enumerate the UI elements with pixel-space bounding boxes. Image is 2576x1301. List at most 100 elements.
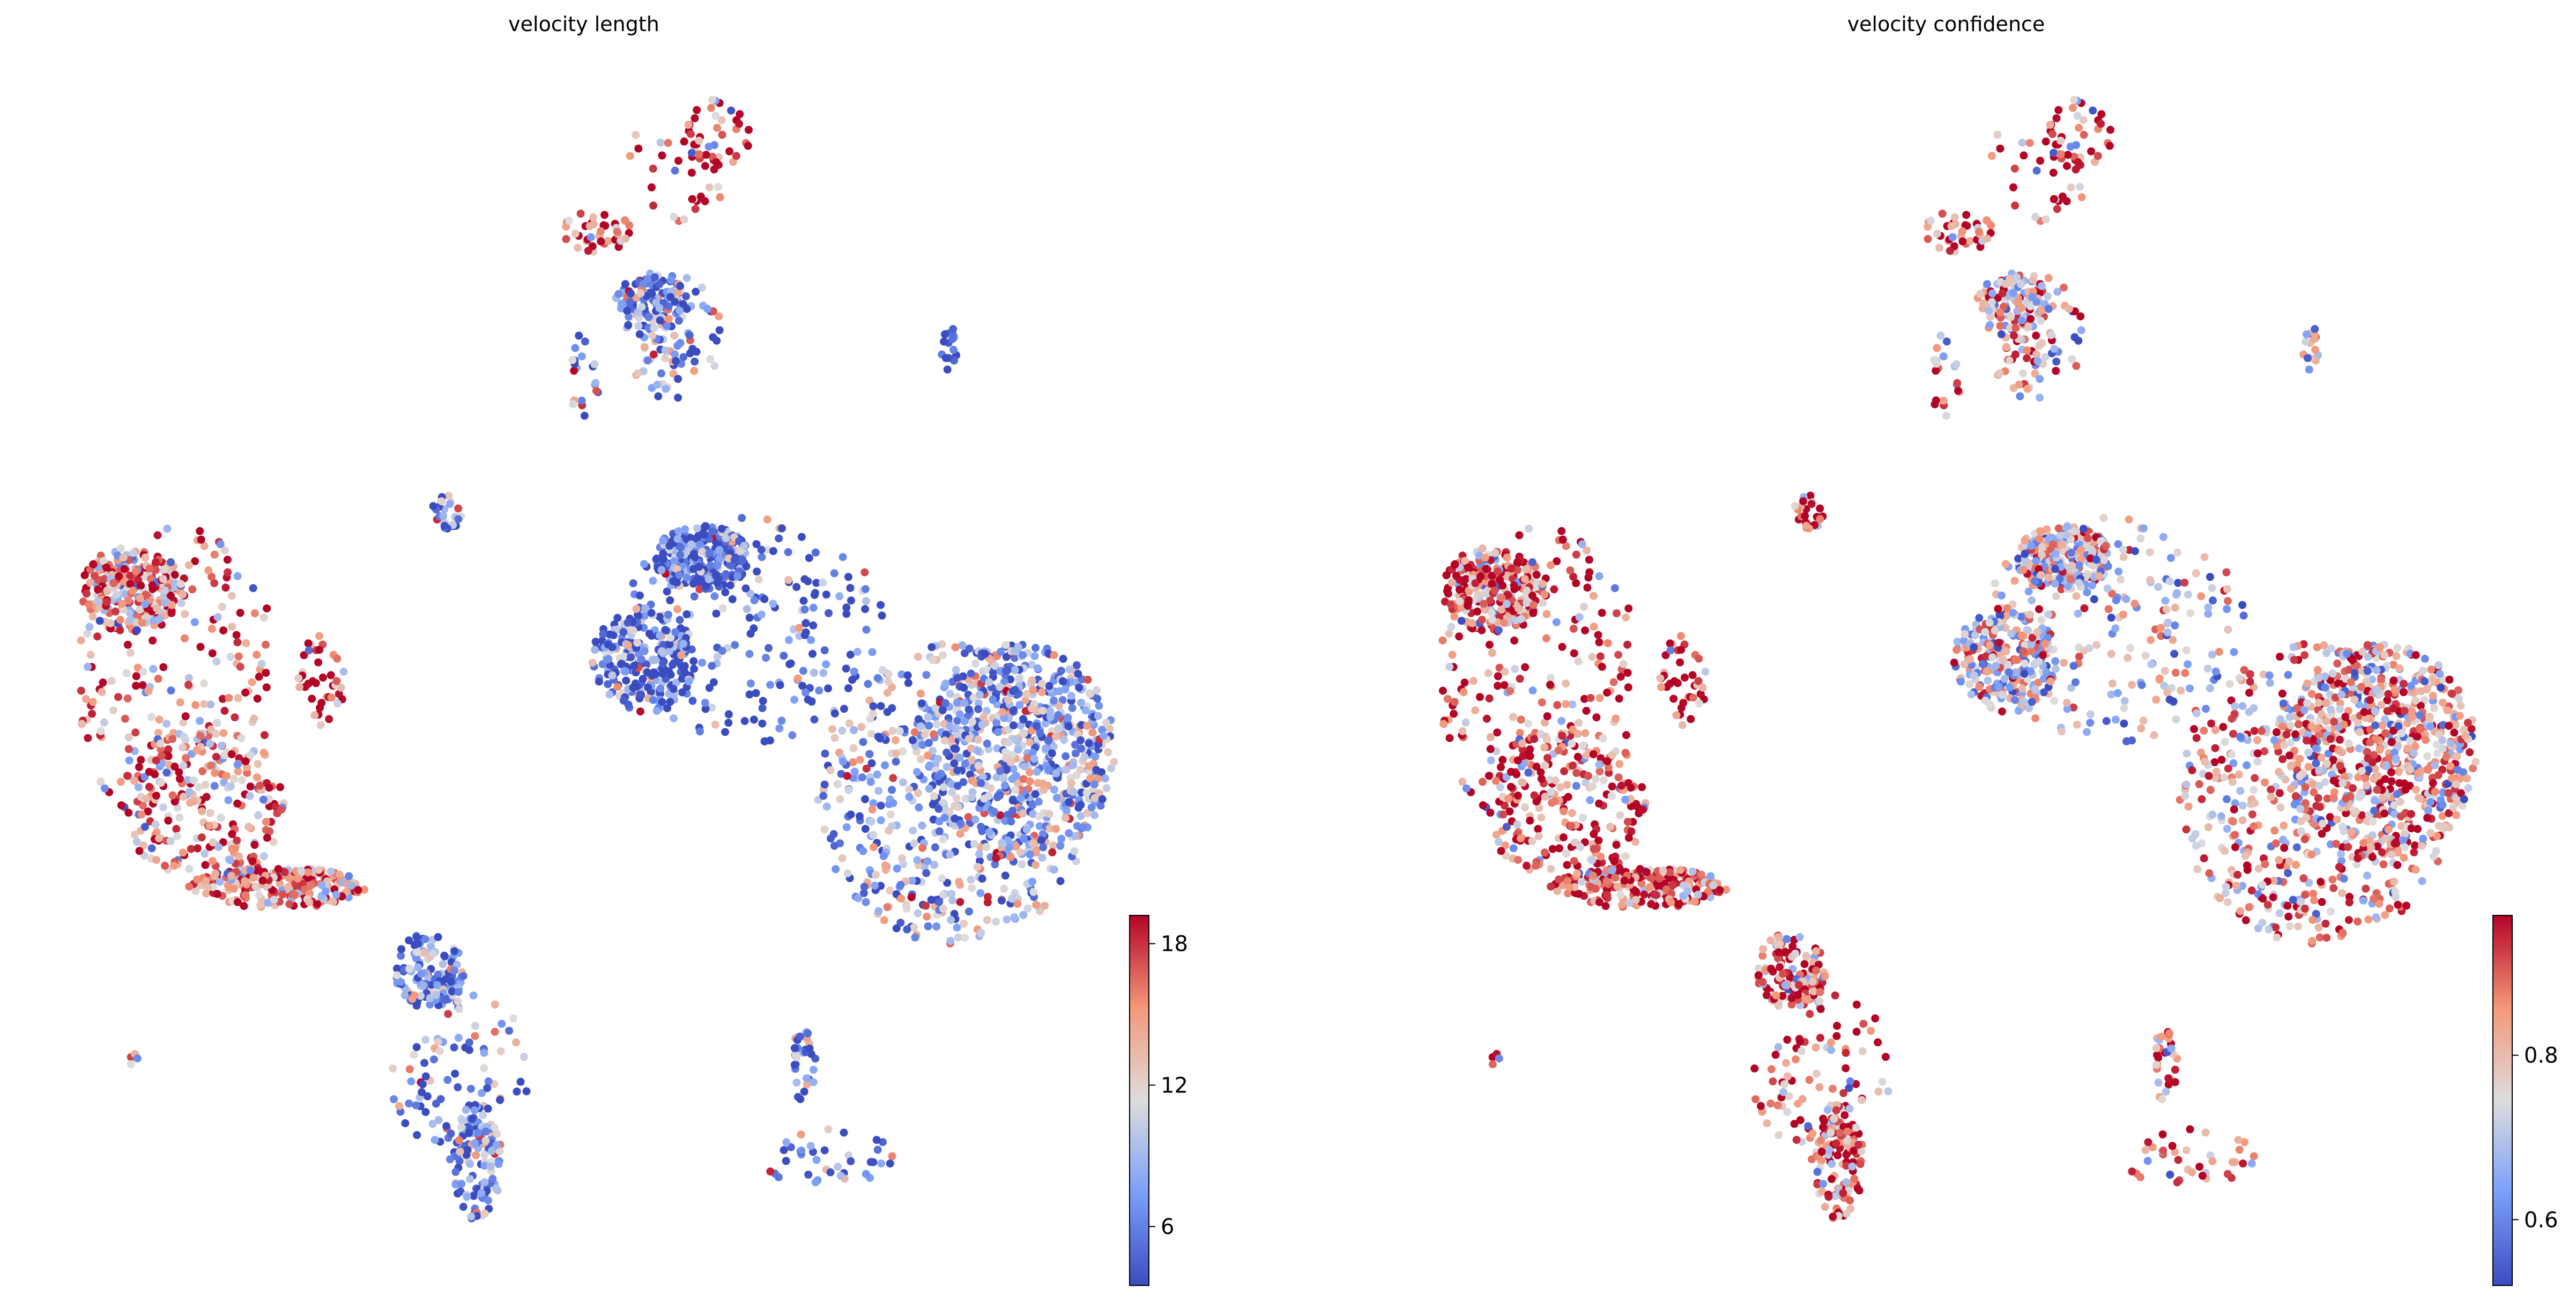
scatter-point [1606,823,1615,831]
scatter-point [1439,720,1448,728]
scatter-point [907,893,916,901]
scatter-point [1962,211,1971,219]
scatter-point [1987,298,1996,306]
scatter-point [629,626,637,635]
scatter-point [706,561,715,570]
scatter-point [623,307,632,315]
scatter-point [241,689,250,697]
scatter-point [88,698,97,706]
scatter-point [707,104,715,112]
scatter-point [888,786,896,794]
scatter-point [835,592,844,601]
scatter-point [195,783,203,792]
scatter-point [1061,752,1070,760]
scatter-point [830,841,838,850]
velocity-confidence-points [1438,95,2480,1223]
scatter-point [419,981,428,989]
scatter-point [1034,664,1042,672]
scatter-point [2017,280,2025,289]
scatter-point [253,694,262,703]
scatter-point [1030,652,1039,660]
scatter-point [862,597,870,605]
scatter-point [264,898,272,907]
scatter-point [673,657,681,666]
scatter-point [1513,792,1522,800]
scatter-point [1939,396,1948,405]
scatter-point [1578,814,1587,822]
scatter-point [715,555,724,563]
scatter-point [418,1080,427,1089]
scatter-point [1057,834,1066,843]
scatter-point [1679,699,1688,707]
scatter-point [632,604,641,613]
scatter-point [1524,720,1533,728]
scatter-point [1069,788,1078,796]
scatter-point [864,679,872,688]
scatter-point [236,663,244,671]
scatter-point [1585,556,1593,564]
scatter-point [634,322,643,330]
scatter-point [180,634,189,642]
scatter-point [2044,273,2053,282]
scatter-point [1056,841,1065,850]
scatter-point [571,344,580,352]
scatter-point [1570,649,1578,657]
scatter-point [181,610,189,618]
scatter-point [477,1189,486,1197]
scatter-point [170,583,179,592]
scatter-point [746,679,755,688]
scatter-point [790,1061,799,1069]
scatter-point [519,1053,528,1061]
scatter-point [874,907,883,915]
scatter-point [960,919,968,928]
scatter-point [1528,686,1537,695]
scatter-point [219,626,228,635]
scatter-point [314,866,323,874]
scatter-point [154,729,162,737]
scatter-point [663,322,671,330]
scatter-point [1517,615,1525,623]
scatter-point [1933,230,1941,238]
scatter-point [679,639,688,648]
scatter-point [682,305,691,313]
scatter-point [1580,602,1588,611]
scatter-point [354,886,362,894]
scatter-point [256,901,265,909]
scatter-point [196,731,205,740]
scatter-point [1095,701,1103,710]
scatter-point [258,876,267,885]
scatter-point [1102,719,1110,727]
scatter-point [808,649,817,658]
scatter-point [2076,312,2085,321]
scatter-point [657,566,666,574]
scatter-point [939,904,947,913]
scatter-point [1446,600,1455,609]
scatter-point [897,895,905,903]
scatter-point [1666,868,1674,877]
scatter-point [261,731,269,740]
scatter-point [233,898,242,906]
scatter-point [696,193,705,201]
scatter-point [1537,814,1546,822]
scatter-point [1586,796,1594,804]
scatter-point [429,502,437,511]
scatter-point [109,579,118,587]
scatter-point [2074,158,2082,166]
scatter-point [1636,865,1644,873]
scatter-point [228,623,236,631]
scatter-point [1028,877,1037,886]
scatter-point [669,369,678,378]
scatter-point [88,612,97,621]
scatter-point [1547,788,1555,796]
scatter-point [619,628,628,637]
scatter-point [360,885,369,894]
scatter-point [1010,913,1019,921]
scatter-point [935,817,944,826]
scatter-point [799,667,807,675]
scatter-point [828,725,836,733]
scatter-point [836,795,844,803]
scatter-point [1011,786,1020,794]
scatter-point [665,640,674,648]
scatter-point [967,875,975,884]
